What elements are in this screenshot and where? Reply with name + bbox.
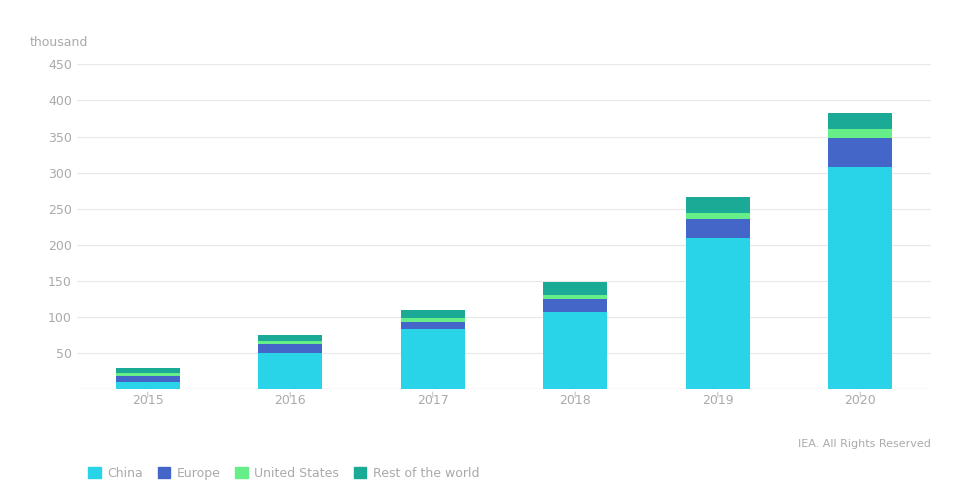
Bar bbox=[685, 197, 750, 213]
Bar bbox=[400, 310, 465, 318]
Bar bbox=[258, 353, 323, 389]
Bar bbox=[258, 341, 323, 344]
Bar bbox=[543, 299, 608, 312]
Bar bbox=[258, 344, 323, 353]
Bar bbox=[115, 382, 180, 389]
Bar bbox=[828, 138, 893, 167]
Bar bbox=[828, 129, 893, 138]
Legend: China, Europe, United States, Rest of the world: China, Europe, United States, Rest of th… bbox=[84, 462, 484, 485]
Bar bbox=[400, 318, 465, 322]
Bar bbox=[543, 312, 608, 389]
Bar bbox=[258, 335, 323, 341]
Text: IEA. All Rights Reserved: IEA. All Rights Reserved bbox=[799, 439, 931, 449]
Bar bbox=[400, 322, 465, 329]
Bar bbox=[400, 329, 465, 389]
Text: thousand: thousand bbox=[30, 36, 88, 49]
Bar bbox=[543, 295, 608, 299]
Bar bbox=[828, 113, 893, 129]
Bar bbox=[115, 376, 180, 382]
Bar bbox=[115, 373, 180, 376]
Bar bbox=[685, 238, 750, 389]
Bar bbox=[115, 368, 180, 373]
Bar bbox=[543, 282, 608, 295]
Bar bbox=[685, 219, 750, 238]
Bar bbox=[828, 167, 893, 389]
Bar bbox=[685, 213, 750, 219]
